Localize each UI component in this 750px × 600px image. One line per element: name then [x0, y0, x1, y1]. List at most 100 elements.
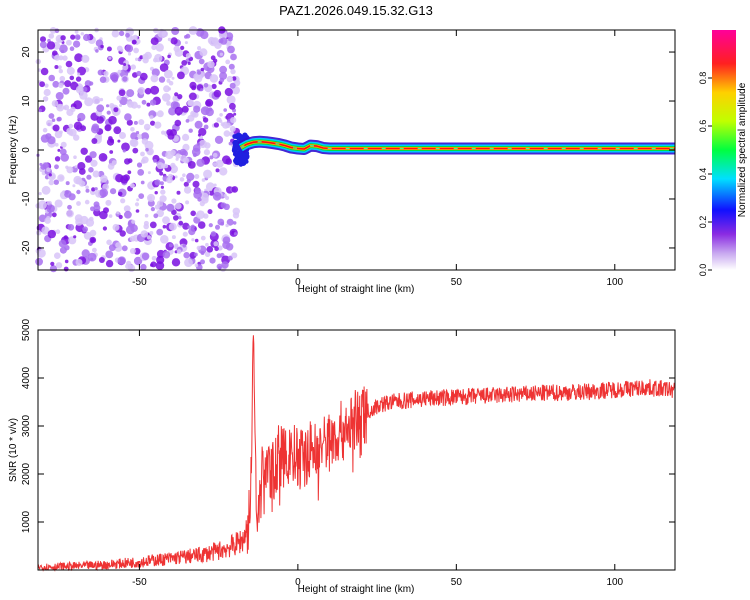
x-tick-label: 0 — [295, 277, 301, 288]
noise-dot — [74, 53, 83, 63]
noise-dot — [138, 193, 145, 200]
noise-dot — [66, 209, 74, 218]
noise-dot — [213, 122, 219, 128]
noise-dot — [58, 239, 67, 248]
x-tick-label: 100 — [606, 277, 623, 288]
noise-dot — [52, 80, 60, 88]
noise-dot — [119, 132, 126, 139]
noise-dot — [41, 185, 51, 195]
noise-dot — [185, 200, 190, 205]
noise-dot — [75, 85, 84, 94]
colorbar-tick-label: 0.4 — [698, 168, 708, 181]
noise-dot — [209, 257, 216, 264]
noise-dot — [182, 244, 187, 248]
noise-dot — [104, 124, 112, 132]
noise-dot — [134, 202, 140, 207]
noise-dot — [97, 69, 104, 76]
noise-dot — [57, 38, 62, 43]
noise-dot — [92, 96, 101, 105]
noise-dot — [123, 205, 131, 213]
noise-dot — [46, 204, 55, 213]
noise-dot — [85, 188, 90, 193]
noise-dot — [200, 235, 206, 241]
noise-dot — [120, 198, 126, 204]
x-tick-label: 50 — [451, 277, 463, 288]
noise-dot — [204, 142, 211, 149]
noise-dot — [91, 125, 100, 134]
noise-dot — [149, 115, 154, 120]
noise-dot — [136, 162, 143, 168]
snr-y-ticks: 1000 2000 3000 4000 5000 — [21, 318, 675, 533]
noise-dot — [213, 241, 219, 247]
y-tick-label: -20 — [21, 240, 32, 255]
noise-dot — [167, 54, 171, 59]
noise-dot — [184, 258, 193, 267]
noise-dot — [115, 174, 124, 183]
noise-dot — [225, 223, 229, 228]
noise-dot — [47, 136, 56, 145]
noise-dot — [176, 249, 182, 255]
noise-dot — [65, 181, 70, 186]
noise-dot — [109, 150, 114, 154]
noise-dot — [221, 261, 229, 269]
noise-dot — [226, 75, 234, 83]
noise-dot — [187, 114, 195, 122]
noise-dot — [105, 259, 114, 268]
noise-dot — [150, 207, 155, 212]
noise-dot — [214, 41, 222, 49]
noise-dot — [54, 54, 61, 61]
noise-dot — [42, 96, 49, 102]
figure-title: PAZ1.2026.049.15.32.G13 — [279, 3, 433, 18]
noise-dot — [226, 95, 236, 105]
noise-dot — [74, 165, 78, 169]
noise-dot — [36, 248, 46, 258]
noise-dot — [127, 170, 132, 175]
noise-dot — [60, 153, 69, 162]
noise-dot — [125, 32, 130, 38]
noise-dot — [35, 257, 43, 266]
noise-dot — [99, 76, 107, 83]
noise-dot — [106, 46, 112, 52]
noise-dot — [166, 176, 173, 184]
noise-dot — [230, 68, 236, 75]
y-tick-label: 10 — [21, 95, 32, 107]
noise-dot — [184, 41, 188, 45]
noise-dot — [190, 224, 195, 229]
noise-dot — [119, 230, 126, 237]
noise-dot — [122, 64, 129, 71]
noise-dot — [125, 44, 134, 53]
noise-dot — [181, 60, 188, 66]
noise-dot — [58, 82, 64, 88]
noise-dot — [231, 186, 239, 193]
noise-dot — [105, 199, 112, 206]
noise-dot — [179, 148, 187, 156]
noise-dot — [171, 76, 175, 80]
noise-dot — [184, 35, 188, 39]
noise-dot — [203, 124, 209, 130]
noise-dot — [159, 195, 167, 203]
noise-dot — [84, 199, 90, 205]
noise-dot — [113, 126, 122, 135]
noise-dot — [200, 88, 204, 92]
noise-dot — [135, 131, 140, 135]
noise-dot — [199, 201, 205, 207]
noise-dot — [209, 155, 214, 160]
noise-dot — [40, 164, 47, 170]
noise-dot — [69, 129, 77, 137]
noise-dot — [137, 87, 146, 95]
noise-dot — [46, 119, 53, 127]
noise-dot — [173, 45, 180, 53]
noise-dot — [204, 251, 211, 257]
y-tick-label: 20 — [21, 46, 32, 58]
noise-dot — [137, 134, 142, 140]
noise-dot — [121, 245, 128, 252]
noise-dot — [52, 124, 60, 132]
noise-dot — [229, 126, 236, 132]
spectrogram-x-ticks: -50 0 50 100 — [132, 30, 624, 288]
noise-dot — [76, 201, 81, 206]
noise-dot — [232, 221, 237, 225]
y-tick-label: 2000 — [21, 462, 32, 485]
noise-dot — [60, 141, 67, 148]
noise-dot — [197, 70, 202, 75]
